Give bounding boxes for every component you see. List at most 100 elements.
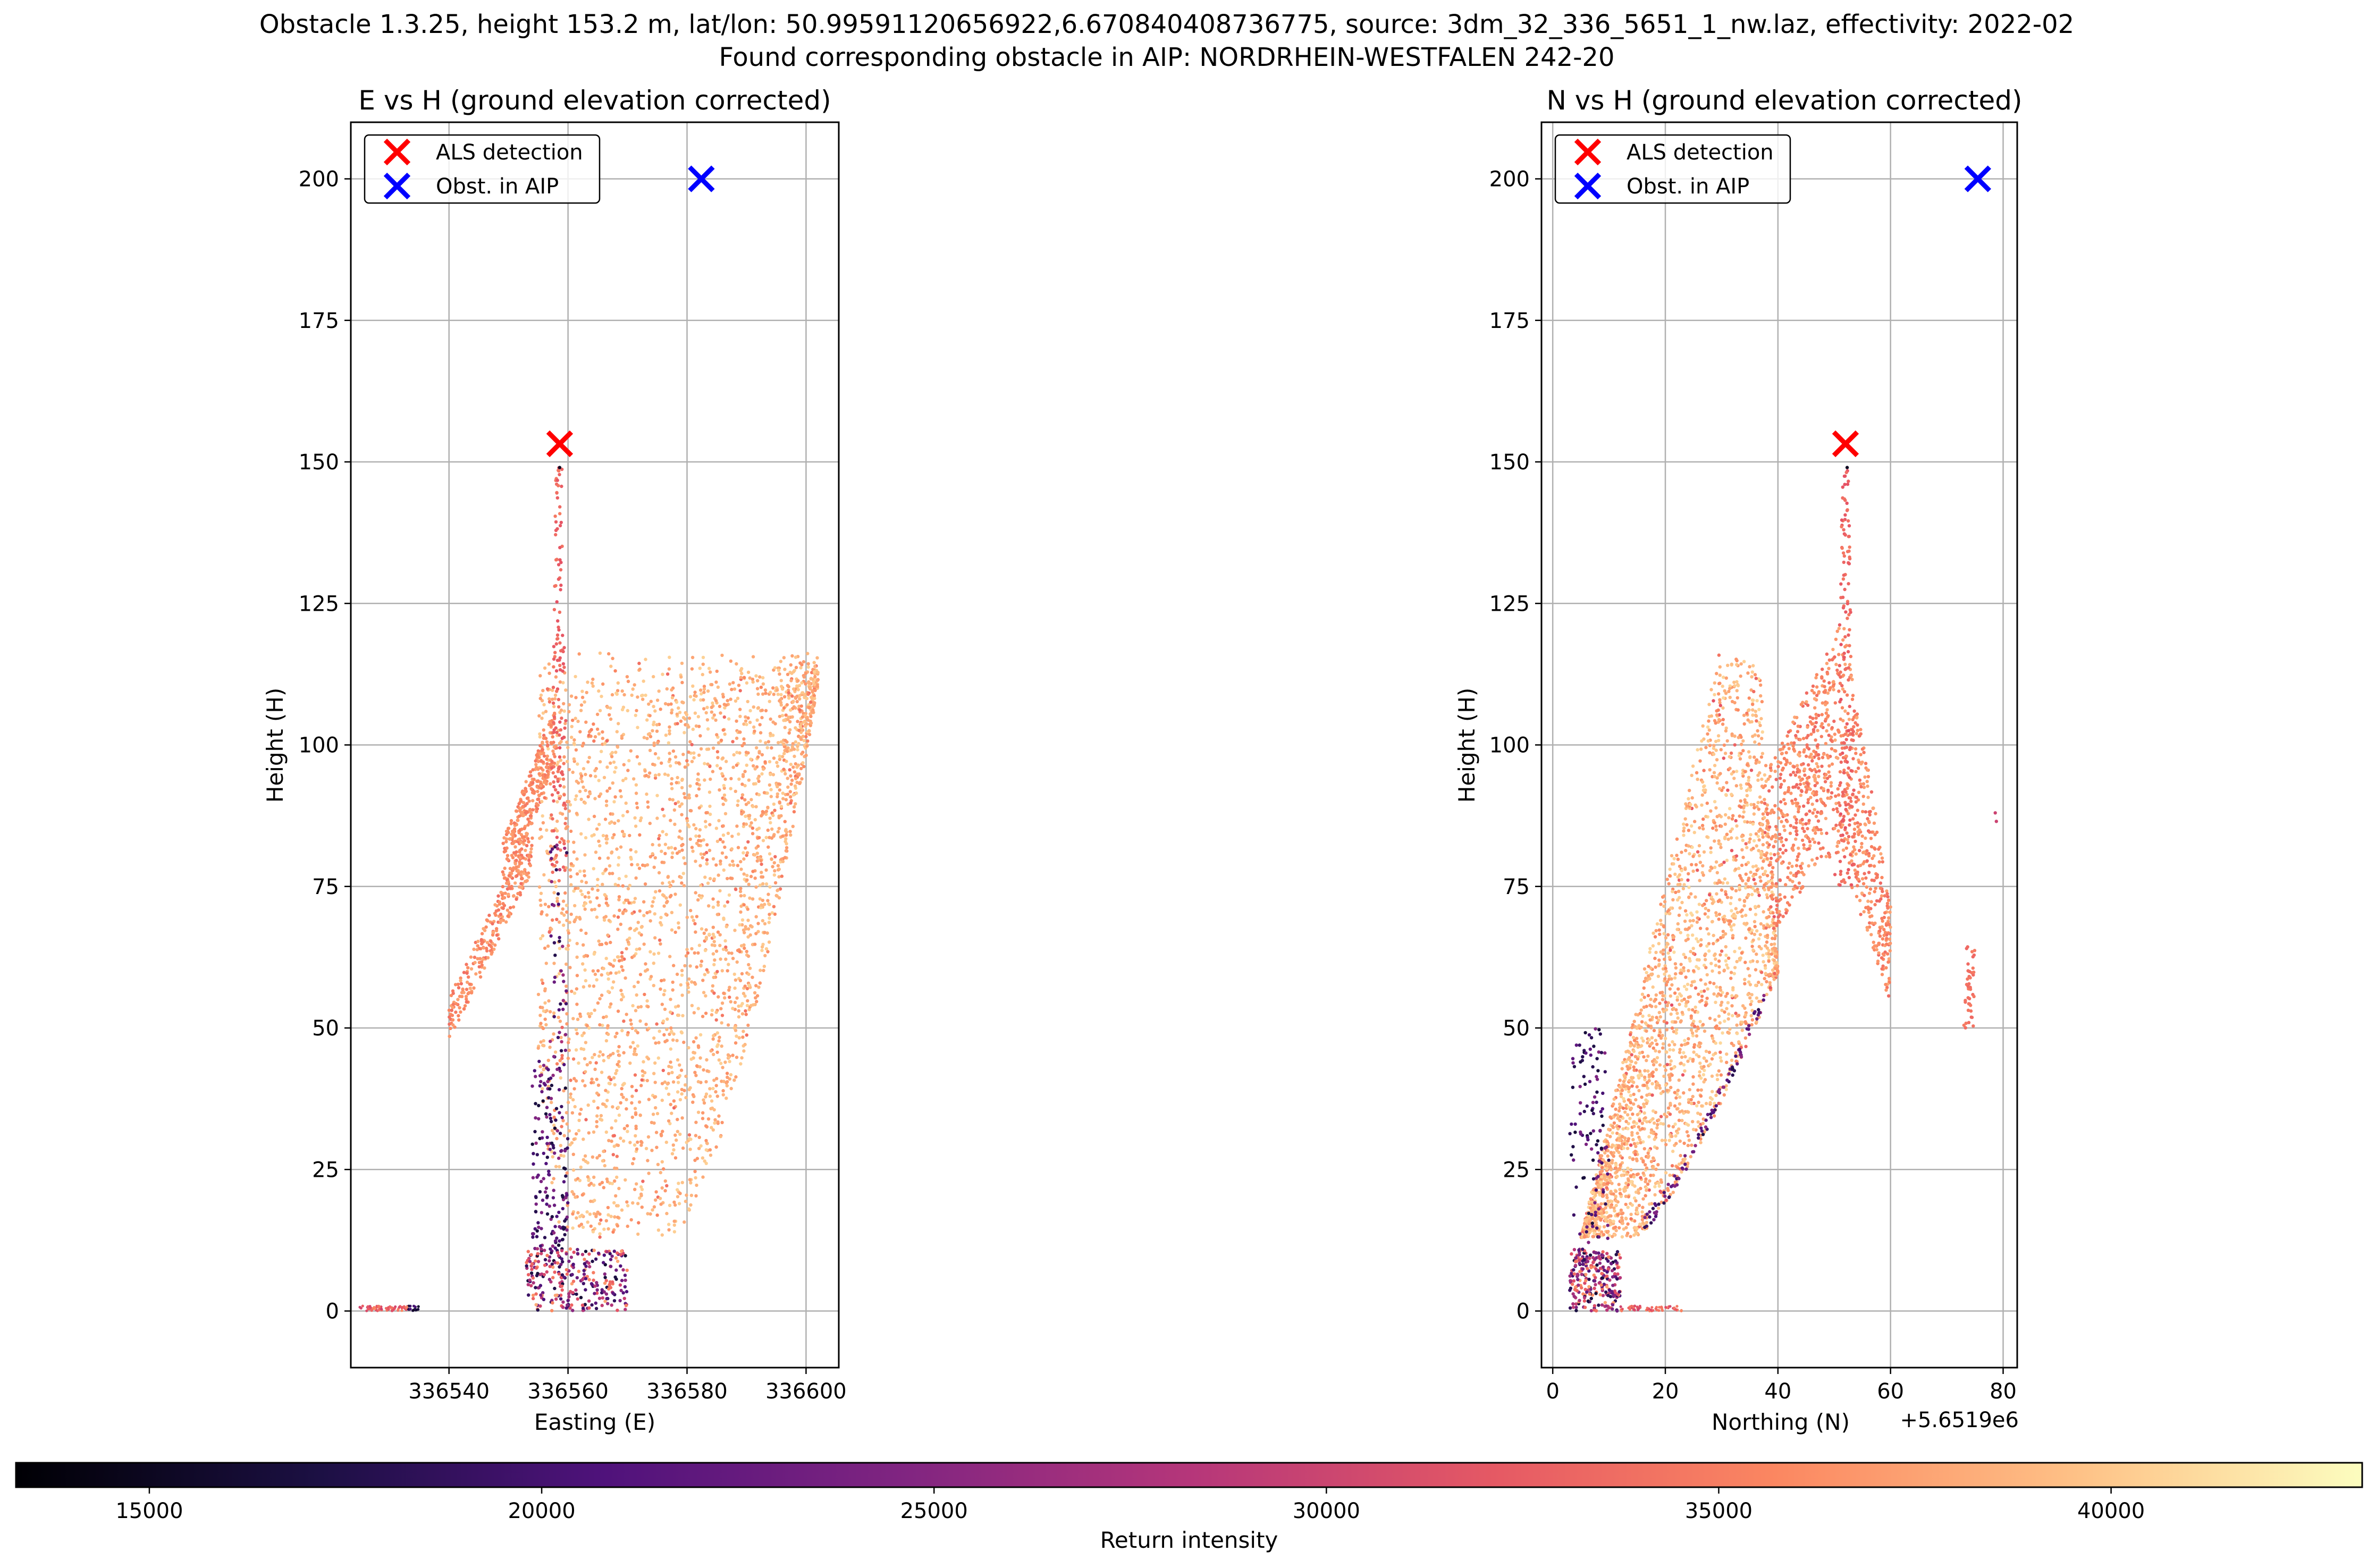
point (493, 903, 497, 907)
point (712, 975, 715, 980)
point (634, 713, 638, 718)
point (502, 836, 506, 840)
point (554, 1118, 558, 1122)
point (601, 1102, 605, 1106)
point (620, 1093, 624, 1097)
point (1713, 865, 1717, 870)
point (597, 795, 601, 798)
point (514, 809, 518, 813)
point (1714, 828, 1718, 832)
point (585, 1024, 589, 1027)
point (802, 739, 806, 743)
point (564, 854, 568, 857)
point (615, 1167, 619, 1170)
point (1737, 866, 1741, 871)
point (1706, 732, 1709, 736)
point (1627, 1195, 1630, 1199)
point (555, 600, 559, 604)
point (503, 866, 507, 870)
point (746, 954, 751, 958)
point (645, 999, 649, 1003)
point (745, 987, 749, 991)
point (746, 840, 750, 844)
point (571, 1279, 576, 1283)
point (532, 1281, 535, 1285)
point (621, 779, 625, 782)
point (670, 855, 674, 859)
point (1630, 1053, 1633, 1057)
point (642, 942, 646, 946)
point (595, 1281, 599, 1285)
point (773, 808, 777, 812)
point (567, 1041, 570, 1044)
point (609, 1053, 612, 1057)
point (778, 757, 782, 761)
point (668, 895, 672, 899)
point (557, 697, 561, 702)
point (715, 839, 720, 844)
point (1651, 944, 1655, 948)
point (621, 968, 625, 972)
point (1642, 967, 1647, 971)
point (562, 980, 566, 983)
y-tick-label: 150 (299, 450, 339, 475)
point (1747, 840, 1751, 844)
point (1755, 699, 1759, 703)
point (735, 824, 739, 828)
point (1680, 1010, 1684, 1015)
point (780, 874, 784, 878)
point (586, 760, 590, 764)
point (679, 875, 683, 880)
point (480, 932, 484, 935)
point (564, 1196, 568, 1200)
point (564, 904, 569, 907)
point (786, 672, 790, 677)
point (598, 1023, 602, 1027)
point (409, 1308, 412, 1311)
point (604, 1015, 608, 1018)
point (648, 950, 652, 954)
point (732, 753, 736, 757)
point (622, 901, 626, 905)
point (566, 1056, 570, 1060)
point (769, 788, 773, 791)
point (507, 831, 510, 834)
point (1683, 920, 1687, 923)
point (565, 1193, 569, 1197)
point (721, 1066, 724, 1069)
point (617, 895, 621, 899)
x-tick-label: 336600 (765, 1379, 847, 1404)
point (770, 746, 773, 750)
point (655, 816, 659, 820)
point (630, 693, 634, 697)
point (549, 934, 553, 938)
point (1675, 1092, 1679, 1097)
point (647, 1026, 651, 1031)
point (755, 859, 760, 863)
point (561, 865, 566, 869)
point (684, 1200, 688, 1203)
point (470, 991, 474, 995)
point (1745, 794, 1749, 798)
point (609, 1258, 613, 1261)
point (638, 1113, 642, 1117)
point (687, 750, 690, 754)
point (616, 745, 620, 749)
point (597, 1154, 602, 1158)
point (537, 772, 541, 775)
point (714, 699, 718, 703)
y-tick-label: 175 (299, 309, 339, 333)
point (756, 844, 760, 848)
point (621, 884, 625, 888)
point (562, 755, 566, 759)
point (758, 897, 762, 901)
point (715, 1044, 719, 1048)
point (653, 1081, 657, 1084)
point (560, 1025, 564, 1030)
point (558, 939, 561, 943)
point (549, 850, 553, 854)
point (782, 742, 786, 746)
point (711, 952, 715, 956)
point (716, 756, 720, 760)
point (624, 1178, 627, 1182)
